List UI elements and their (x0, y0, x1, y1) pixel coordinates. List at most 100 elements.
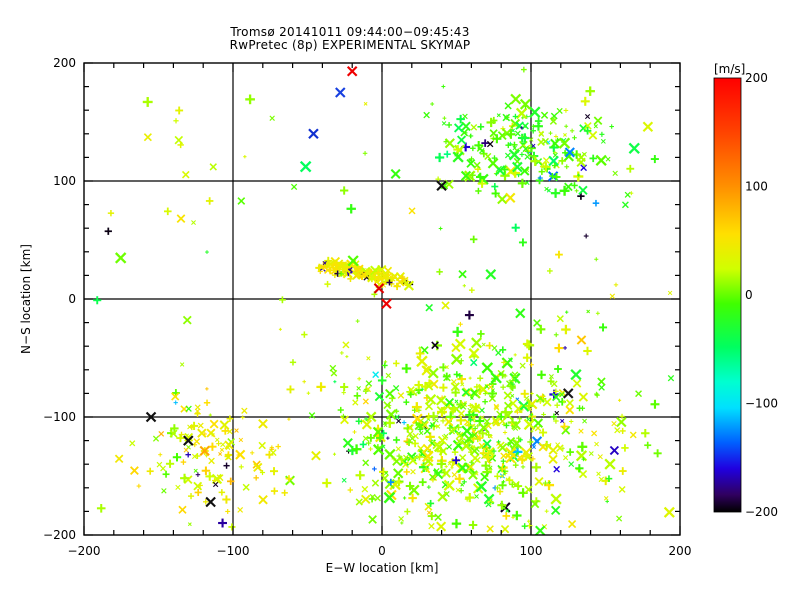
scatter-marker (434, 418, 439, 423)
scatter-marker (439, 383, 448, 392)
scatter-marker (550, 505, 561, 516)
scatter-marker (554, 343, 564, 353)
scatter-marker (286, 385, 295, 394)
scatter-marker (436, 459, 447, 469)
scatter-marker (614, 427, 621, 434)
scatter-marker (228, 523, 236, 531)
scatter-marker (481, 362, 494, 374)
scatter-marker (505, 142, 512, 149)
scatter-marker (418, 478, 427, 487)
scatter-marker (379, 467, 388, 477)
scatter-marker (598, 476, 605, 483)
scatter-marker (554, 365, 562, 373)
scatter-marker (245, 94, 255, 105)
scatter-marker (488, 465, 493, 471)
scatter-marker (278, 327, 282, 331)
scatter-marker (500, 524, 510, 534)
scatter-marker (482, 398, 488, 405)
scatter-marker (578, 185, 588, 196)
scatter-marker (218, 518, 228, 528)
scatter-marker (333, 380, 337, 384)
scatter-marker (550, 413, 558, 420)
scatter-marker (553, 134, 559, 139)
scatter-marker (513, 353, 517, 357)
scatter-marker (455, 424, 462, 431)
scatter-marker (565, 310, 569, 314)
scatter-marker (382, 421, 387, 425)
scatter-marker (472, 425, 478, 432)
scatter-marker (453, 123, 464, 133)
scatter-marker (505, 192, 516, 203)
scatter-marker (519, 152, 525, 157)
scatter-marker (423, 465, 430, 473)
scatter-marker (604, 458, 616, 470)
scatter-marker (441, 468, 451, 478)
scatter-marker (394, 414, 400, 420)
scatter-marker (505, 477, 510, 482)
scatter-marker (437, 491, 448, 502)
scatter-marker (561, 425, 571, 435)
scatter-marker (197, 422, 204, 429)
scatter-marker (571, 182, 578, 189)
scatter-marker (528, 137, 534, 142)
scatter-marker (219, 420, 230, 430)
scatter-marker (470, 124, 478, 131)
scatter-marker (563, 455, 569, 461)
scatter-marker (324, 262, 329, 268)
scatter-marker (208, 457, 215, 465)
scatter-marker (380, 273, 386, 279)
scatter-marker (355, 319, 360, 324)
scatter-marker (592, 199, 600, 207)
scatter-marker (585, 86, 595, 96)
scatter-marker (605, 499, 609, 504)
scatter-marker (393, 436, 400, 444)
scatter-marker (428, 423, 435, 429)
scatter-marker (253, 462, 263, 473)
scatter-marker (581, 457, 586, 462)
scatter-marker (556, 107, 563, 115)
scatter-marker (618, 486, 626, 493)
scatter-marker (396, 453, 402, 459)
scatter-marker (146, 467, 154, 475)
scatter-marker (526, 398, 532, 404)
scatter-marker (136, 483, 142, 489)
scatter-marker (451, 388, 460, 397)
colorbar (713, 77, 742, 513)
scatter-marker (547, 268, 553, 274)
scatter-marker (444, 397, 455, 407)
scatter-marker (508, 357, 513, 363)
scatter-marker (474, 141, 484, 150)
scatter-marker (194, 453, 201, 460)
scatter-marker (506, 129, 516, 139)
scatter-marker (474, 456, 481, 464)
scatter-marker (520, 126, 524, 130)
scatter-marker (653, 449, 662, 458)
scatter-marker (476, 434, 484, 442)
scatter-marker (236, 453, 241, 457)
scatter-marker (162, 470, 170, 478)
scatter-marker (505, 508, 510, 513)
scatter-marker (227, 428, 233, 435)
y-tick-label: 0 (68, 292, 76, 306)
scatter-marker (429, 379, 439, 389)
scatter-marker (484, 152, 492, 160)
scatter-marker (456, 114, 465, 124)
scatter-marker (450, 382, 460, 392)
scatter-marker (576, 335, 587, 345)
scatter-marker (327, 259, 332, 264)
scatter-marker (497, 413, 505, 421)
scatter-marker (500, 165, 509, 174)
scatter-marker (432, 440, 441, 450)
scatter-marker (393, 468, 404, 479)
scatter-marker (456, 415, 466, 425)
scatter-marker (419, 430, 424, 436)
scatter-marker (605, 156, 611, 162)
scatter-marker (394, 409, 399, 414)
scatter-marker (527, 143, 536, 153)
scatter-marker (519, 166, 530, 176)
scatter-marker (227, 477, 235, 485)
scatter-marker (544, 186, 549, 192)
scatter-marker (569, 128, 575, 133)
scatter-marker (494, 473, 501, 480)
scatter-marker (360, 271, 367, 278)
